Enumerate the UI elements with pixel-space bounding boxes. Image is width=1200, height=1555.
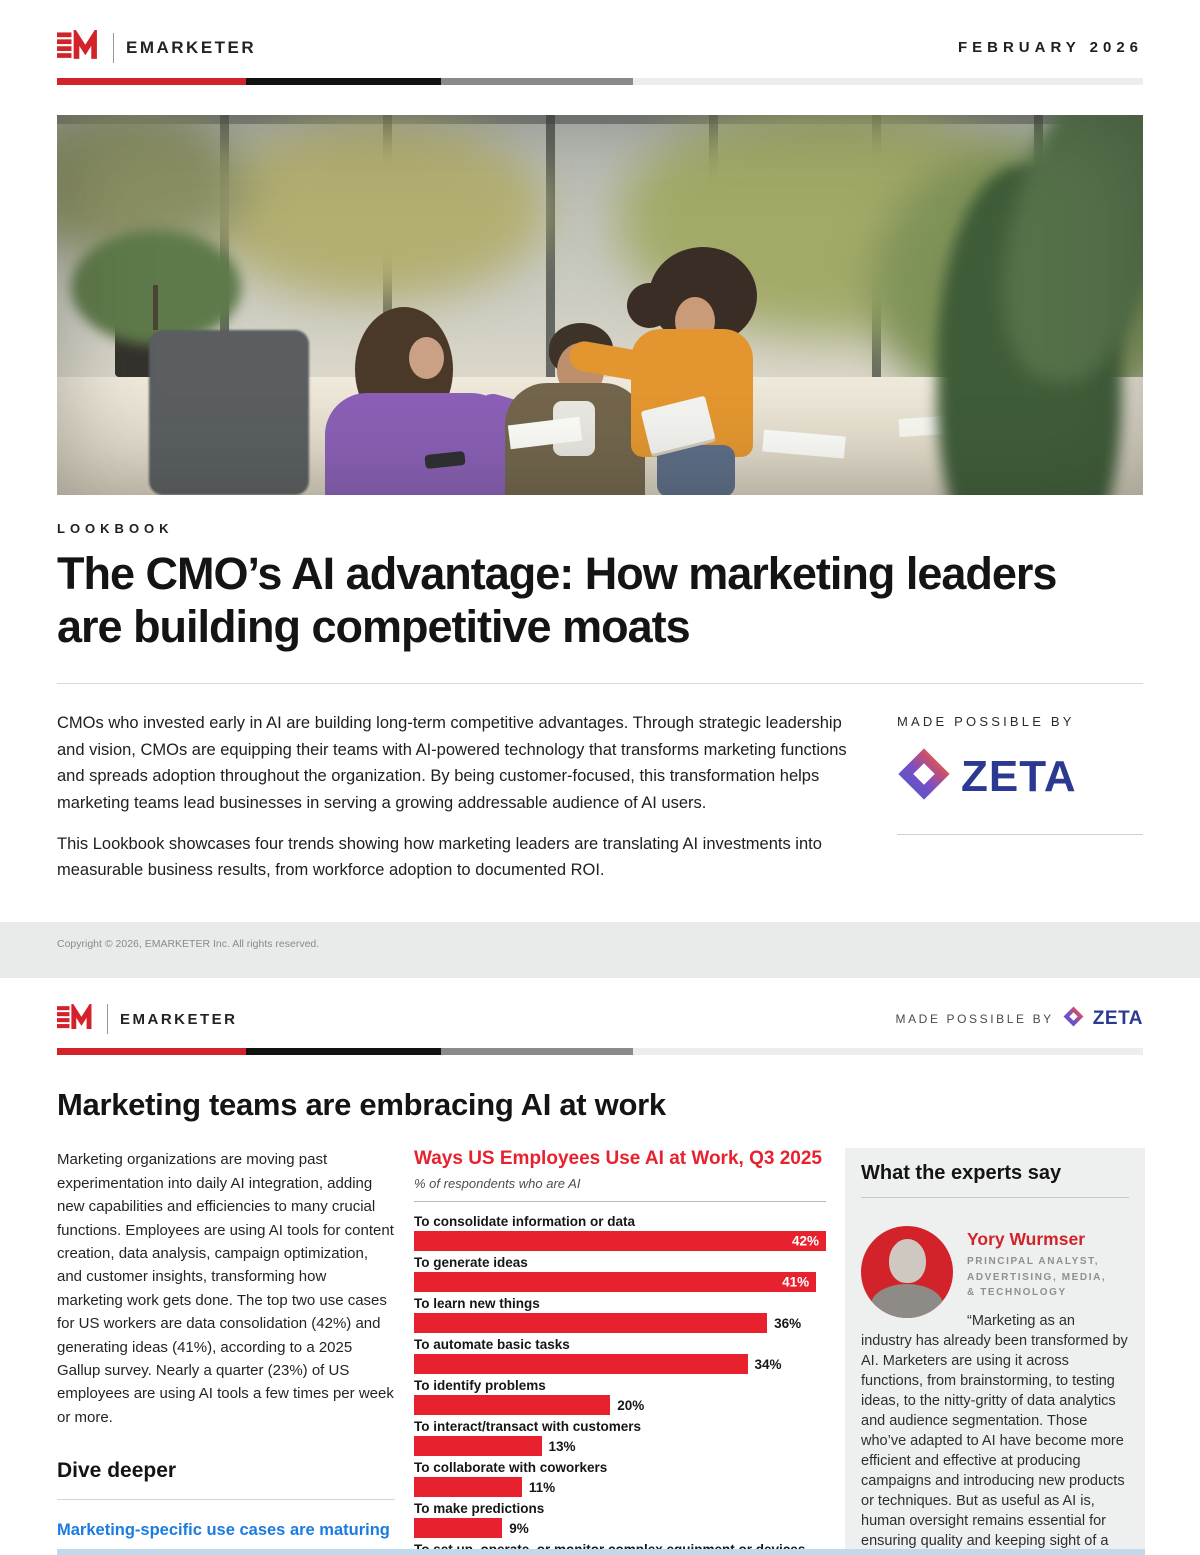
- copyright-text: Copyright © 2026, EMARKETER Inc. All rig…: [57, 937, 320, 950]
- chart-bar: [414, 1436, 542, 1457]
- chart-bar: [414, 1518, 503, 1539]
- chart-row: To automate basic tasks 34%: [414, 1337, 826, 1375]
- expert-card: Yory Wurmser PRINCIPAL ANALYST, ADVERTIS…: [861, 1222, 1129, 1555]
- chart: Ways US Employees Use AI at Work, Q3 202…: [414, 1148, 826, 1555]
- chart-bar: [414, 1354, 748, 1375]
- zeta-diamond-icon: [897, 747, 951, 806]
- copyright-band: Copyright © 2026, EMARKETER Inc. All rig…: [0, 921, 1200, 978]
- expert-avatar: [861, 1226, 953, 1319]
- intro-paragraph-1: CMOs who invested early in AI are buildi…: [57, 714, 847, 812]
- chart-row: To consolidate information or data 42%: [414, 1214, 826, 1252]
- zeta-wordmark: ZETA: [961, 751, 1077, 801]
- chart-bar: 42%: [414, 1231, 826, 1252]
- chart-row: To generate ideas 41%: [414, 1255, 826, 1293]
- emarketer-logo-small: EMARKETER: [57, 1000, 238, 1035]
- page2-header: EMARKETER MADE POSSIBLE BY: [57, 978, 1143, 1035]
- expert-title: PRINCIPAL ANALYST, ADVERTISING, MEDIA, &…: [967, 1256, 1107, 1299]
- chart-row: To collaborate with coworkers 11%: [414, 1460, 826, 1498]
- zeta-diamond-icon: [1063, 1006, 1084, 1032]
- dive-deeper-heading: Dive deeper: [57, 1455, 395, 1500]
- zeta-logo: ZETA: [897, 747, 1143, 806]
- made-possible-by-label: MADE POSSIBLE BY: [897, 714, 1075, 730]
- tricolor-rule: [57, 78, 1143, 85]
- logo-divider: [107, 1004, 108, 1035]
- chart-bar: [414, 1313, 768, 1334]
- dive-deeper-link[interactable]: Marketing-specific use cases are maturin…: [57, 1520, 390, 1539]
- intro-paragraph-2: This Lookbook showcases four trends show…: [57, 834, 822, 880]
- tricolor-rule: [57, 1047, 1143, 1055]
- header: EMARKETER FEBRUARY 2026: [57, 0, 1143, 65]
- issue-date: FEBRUARY 2026: [957, 39, 1143, 56]
- em-monogram-icon: [57, 1000, 95, 1035]
- expert-quote: “Marketing as an industry has already be…: [861, 1312, 1128, 1555]
- emarketer-logo: EMARKETER: [57, 26, 257, 65]
- left-column: Marketing organizations are moving past …: [57, 1148, 395, 1555]
- made-possible-by-label: MADE POSSIBLE BY: [895, 1012, 1054, 1027]
- brand-wordmark: EMARKETER: [120, 1010, 238, 1028]
- logo-divider: [113, 32, 114, 63]
- sponsor-divider: [897, 834, 1143, 836]
- sponsor-block: MADE POSSIBLE BY: [897, 710, 1143, 883]
- made-possible-by-small: MADE POSSIBLE BY ZETA: [895, 1006, 1143, 1032]
- chart-title: Ways US Employees Use AI at Work, Q3 202…: [414, 1148, 822, 1170]
- chart-divider: [414, 1201, 826, 1203]
- chart-row: To make predictions 9%: [414, 1501, 826, 1539]
- chart-subtitle: % of respondents who are AI: [414, 1176, 581, 1192]
- intro-text: CMOs who invested early in AI are buildi…: [57, 710, 853, 883]
- eyebrow-label: LOOKBOOK: [57, 521, 174, 536]
- section-paragraph: Marketing organizations are moving past …: [57, 1151, 394, 1426]
- chart-row: To interact/transact with customers 13%: [414, 1419, 826, 1457]
- em-monogram-icon: [57, 26, 101, 65]
- next-page-edge: [57, 1549, 1145, 1555]
- chart-row: To identify problems 20%: [414, 1378, 826, 1416]
- chart-rows: To consolidate information or data 42% To …: [414, 1214, 826, 1555]
- expert-name: Yory Wurmser: [967, 1229, 1086, 1250]
- brand-wordmark: EMARKETER: [126, 37, 257, 57]
- chart-bar: 41%: [414, 1272, 817, 1293]
- chart-bar: [414, 1395, 611, 1416]
- title-divider: [57, 683, 1143, 685]
- page-title: The CMO’s AI advantage: How marketing le…: [57, 548, 1057, 652]
- section-heading: Marketing teams are embracing AI at work: [57, 1086, 666, 1122]
- hero-image: [57, 115, 1143, 495]
- zeta-wordmark: ZETA: [1092, 1008, 1143, 1030]
- chart-bar: [414, 1477, 522, 1498]
- chart-row: To learn new things 36%: [414, 1296, 826, 1334]
- experts-heading: What the experts say: [861, 1162, 1129, 1199]
- experts-sidebar: What the experts say Yory Wurmser PRINCI…: [845, 1148, 1145, 1555]
